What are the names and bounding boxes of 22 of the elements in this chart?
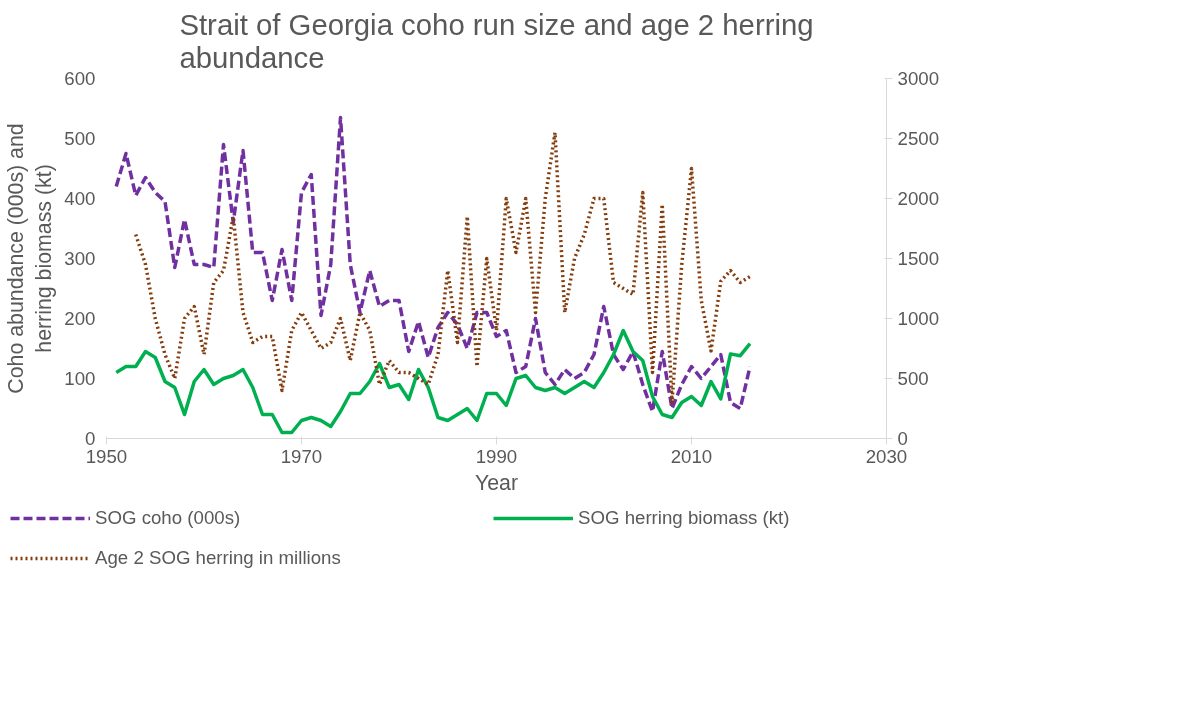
y-tick-label: 500 — [64, 128, 96, 149]
legend-label: SOG herring biomass (kt) — [578, 507, 791, 529]
y2-tick-label: 500 — [897, 368, 929, 389]
legend-label: Age 2 SOG herring in millions — [95, 547, 342, 569]
y-axis-title: Coho abundance (000s) and herring biomass (kt) — [3, 123, 57, 394]
y-tick-label: 100 — [64, 368, 96, 389]
line-series — [114, 328, 752, 435]
y-tick-label: 400 — [64, 188, 96, 209]
x-tick-label: 1990 — [475, 445, 518, 467]
legend-label: SOG coho (000s) — [95, 507, 242, 529]
chart-title: Strait of Georgia coho run size and age 2 herring abundance — [179, 7, 814, 74]
y2-tick-label: 2000 — [897, 188, 940, 209]
y2-tick-label: 1000 — [897, 308, 940, 329]
y2-tick-label: 3000 — [897, 68, 940, 89]
y2-tick-label: 1500 — [897, 248, 940, 269]
y-tick-label: 300 — [64, 248, 96, 269]
y2-tick-label: 2500 — [897, 128, 940, 149]
y-tick-label: 200 — [64, 308, 96, 329]
x-tick-label: 1970 — [280, 445, 323, 467]
y-tick-label: 600 — [64, 68, 96, 89]
x-axis-title: Year — [474, 470, 519, 495]
x-tick-label: 2010 — [670, 445, 713, 467]
